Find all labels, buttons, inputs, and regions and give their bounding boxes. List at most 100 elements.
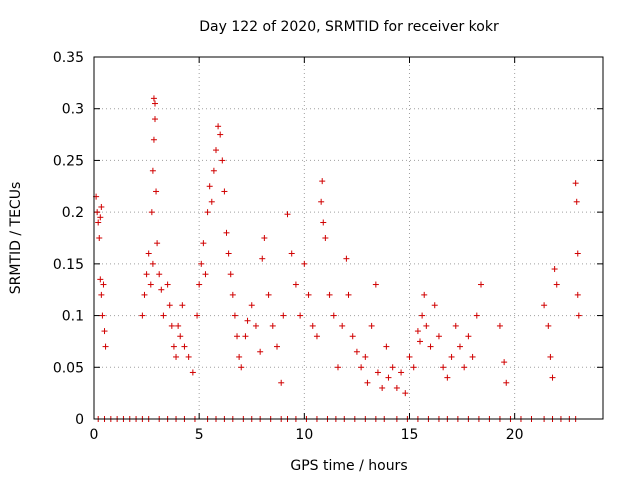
data-point	[345, 291, 352, 298]
data-point	[147, 281, 154, 288]
x-tick-label: 0	[90, 427, 99, 443]
data-point	[98, 291, 105, 298]
data-point	[406, 353, 413, 360]
data-point	[330, 312, 337, 319]
data-point	[261, 235, 268, 241]
data-point	[541, 302, 548, 309]
y-tick-label: 0.2	[62, 205, 84, 221]
data-point	[417, 338, 424, 345]
data-point	[153, 188, 160, 195]
data-point	[229, 291, 236, 298]
x-tick-label: 10	[295, 427, 313, 443]
data-point	[265, 291, 272, 298]
data-point	[204, 209, 211, 216]
y-axis-label: SRMTID / TECUs	[8, 182, 24, 295]
data-point	[238, 364, 245, 371]
data-point	[97, 214, 104, 221]
data-point	[150, 95, 157, 102]
data-point	[148, 209, 155, 216]
chart-title: Day 122 of 2020, SRMTID for receiver kok…	[199, 19, 499, 35]
data-point	[574, 250, 581, 257]
data-point	[94, 209, 101, 216]
data-point	[151, 116, 158, 123]
data-point	[181, 343, 188, 350]
y-tick-label: 0.15	[53, 257, 84, 273]
data-point	[473, 312, 480, 319]
data-point	[456, 343, 463, 350]
data-point	[221, 188, 228, 195]
data-point	[469, 353, 476, 360]
data-point	[219, 157, 226, 164]
data-point	[349, 333, 356, 340]
data-point	[150, 136, 157, 143]
data-point	[149, 260, 156, 267]
y-tick-label: 0.1	[62, 309, 84, 325]
y-tick-labels: 0 0.05 0.1 0.15 0.2 0.25 0.3 0.35	[53, 50, 84, 428]
data-point	[96, 235, 103, 241]
x-tick-label: 20	[506, 427, 524, 443]
data-point	[189, 369, 196, 376]
data-point	[175, 322, 182, 329]
data-point	[160, 312, 167, 319]
data-point	[185, 353, 192, 360]
data-point	[362, 353, 369, 360]
data-point	[452, 322, 459, 329]
data-point	[320, 219, 327, 226]
data-point	[478, 281, 485, 288]
data-point	[170, 343, 177, 350]
data-point	[244, 317, 251, 324]
data-point	[273, 343, 280, 350]
data-point	[389, 364, 396, 371]
data-point	[326, 291, 333, 298]
data-point	[173, 353, 180, 360]
data-point	[353, 348, 360, 355]
data-point	[574, 291, 581, 298]
data-point	[440, 364, 447, 371]
data-point	[179, 302, 186, 309]
data-point	[231, 312, 238, 319]
data-point	[156, 271, 163, 278]
data-point	[372, 281, 379, 288]
data-point	[164, 281, 171, 288]
data-point	[423, 322, 430, 329]
data-point	[551, 266, 558, 273]
y-tick-label: 0.3	[62, 102, 84, 118]
data-point	[435, 333, 442, 340]
data-point	[393, 384, 400, 391]
data-point	[269, 322, 276, 329]
data-point	[101, 328, 108, 335]
y-tick-label: 0.25	[53, 153, 84, 169]
data-point	[374, 369, 381, 376]
data-point	[210, 167, 217, 174]
data-point	[545, 322, 552, 329]
data-point	[313, 333, 320, 340]
x-axis-label: GPS time / hours	[290, 458, 407, 474]
data-point	[334, 364, 341, 371]
data-point	[501, 359, 508, 366]
data-point	[200, 240, 207, 247]
data-point	[212, 147, 219, 154]
data-point	[379, 384, 386, 391]
data-point	[177, 333, 184, 340]
data-point	[206, 183, 213, 190]
x-tick-label: 5	[195, 427, 204, 443]
data-point	[305, 291, 312, 298]
data-point	[227, 271, 234, 278]
data-point	[496, 322, 503, 329]
data-point	[309, 322, 316, 329]
data-point	[547, 353, 554, 360]
y-tick-label: 0.35	[53, 50, 84, 66]
data-point	[364, 379, 371, 386]
data-point	[292, 281, 299, 288]
data-point	[102, 343, 109, 350]
data-point	[234, 333, 241, 340]
data-point	[158, 286, 165, 293]
data-point	[145, 250, 152, 257]
x-tick-label: 15	[401, 427, 419, 443]
data-point	[154, 240, 161, 247]
data-point	[259, 255, 266, 262]
data-point	[278, 379, 285, 386]
data-point	[280, 312, 287, 319]
data-point	[431, 302, 438, 309]
